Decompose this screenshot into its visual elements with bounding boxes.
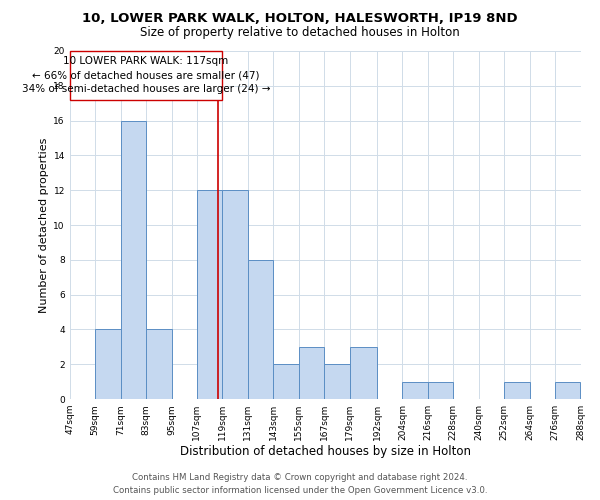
Bar bbox=[504, 382, 530, 399]
Bar bbox=[223, 190, 248, 399]
Bar bbox=[299, 347, 324, 399]
Text: 10 LOWER PARK WALK: 117sqm
← 66% of detached houses are smaller (47)
34% of semi: 10 LOWER PARK WALK: 117sqm ← 66% of deta… bbox=[22, 56, 271, 94]
Bar bbox=[324, 364, 350, 399]
Bar bbox=[146, 330, 172, 399]
Y-axis label: Number of detached properties: Number of detached properties bbox=[39, 138, 49, 312]
Text: Size of property relative to detached houses in Holton: Size of property relative to detached ho… bbox=[140, 26, 460, 39]
X-axis label: Distribution of detached houses by size in Holton: Distribution of detached houses by size … bbox=[179, 444, 470, 458]
FancyBboxPatch shape bbox=[70, 51, 223, 100]
Bar bbox=[350, 347, 377, 399]
Bar bbox=[197, 190, 223, 399]
Text: 10, LOWER PARK WALK, HOLTON, HALESWORTH, IP19 8ND: 10, LOWER PARK WALK, HOLTON, HALESWORTH,… bbox=[82, 12, 518, 26]
Bar bbox=[428, 382, 454, 399]
Bar bbox=[121, 120, 146, 399]
Text: Contains HM Land Registry data © Crown copyright and database right 2024.
Contai: Contains HM Land Registry data © Crown c… bbox=[113, 474, 487, 495]
Bar bbox=[403, 382, 428, 399]
Bar bbox=[555, 382, 580, 399]
Bar bbox=[273, 364, 299, 399]
Bar bbox=[95, 330, 121, 399]
Bar bbox=[248, 260, 273, 399]
